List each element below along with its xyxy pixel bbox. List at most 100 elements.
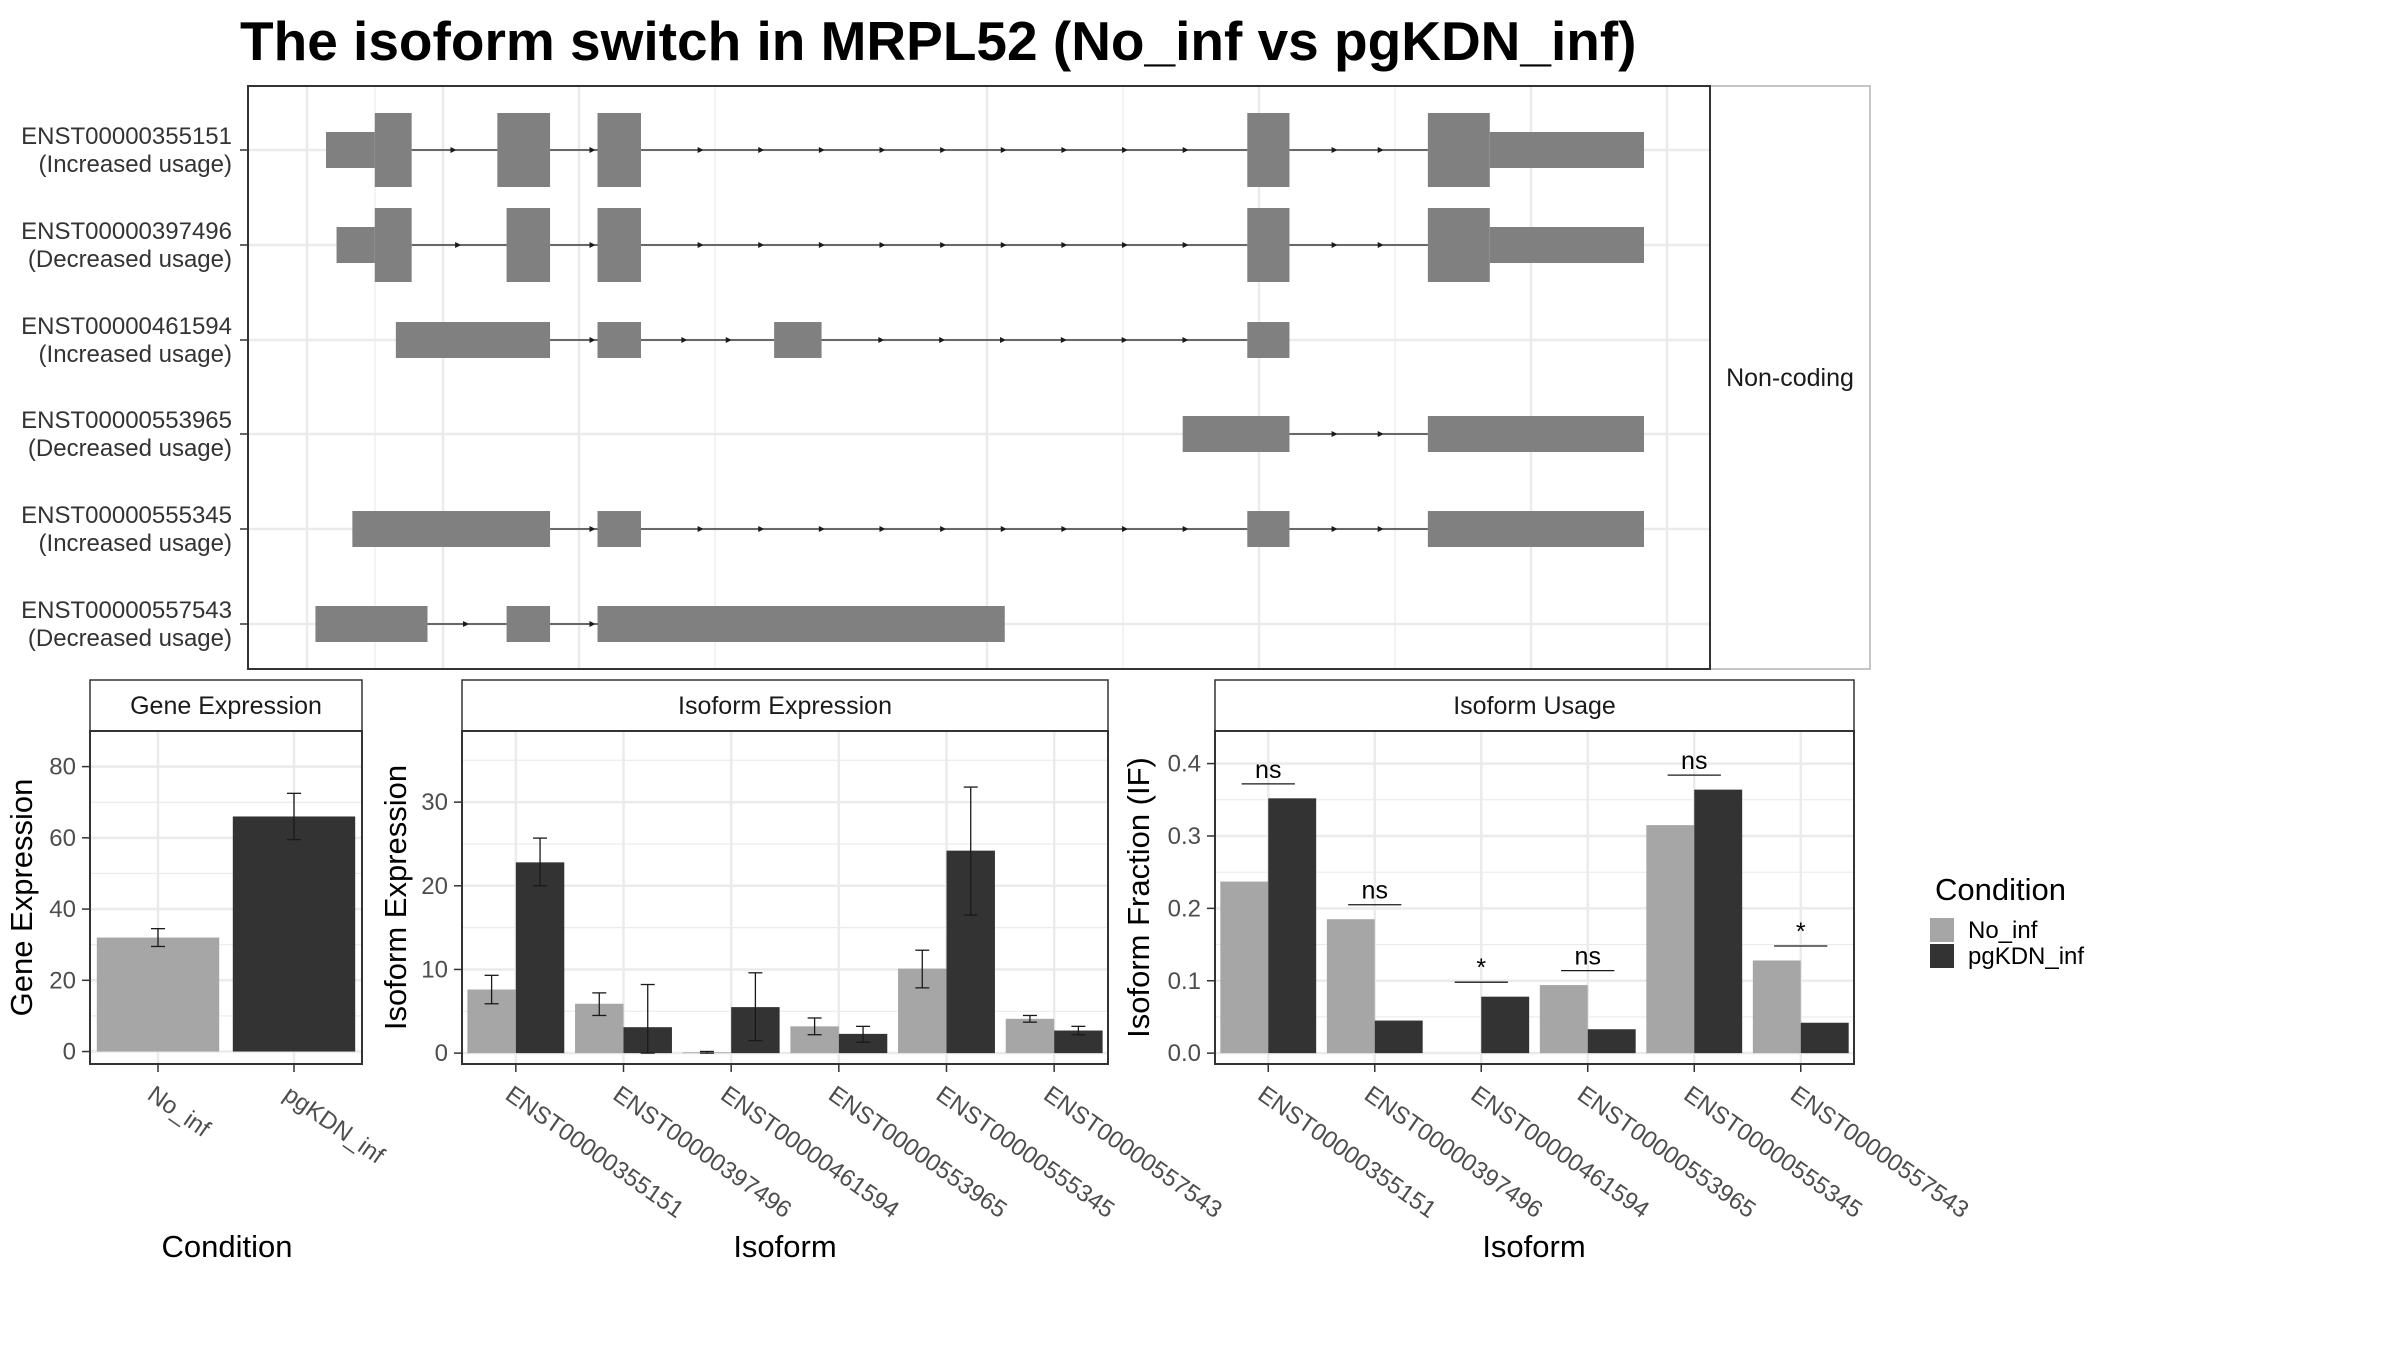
- structure-plot-area: [248, 86, 1710, 669]
- exon-coding: [1427, 208, 1490, 282]
- isoform-id-label: ENST00000397496: [21, 218, 232, 245]
- exon-utr: [597, 606, 1005, 642]
- intron-arrow: [1377, 242, 1384, 248]
- significance-label: ns: [1575, 943, 1601, 971]
- intron-arrow: [818, 526, 825, 532]
- intron-arrow: [463, 621, 470, 627]
- legend-title: Condition: [1935, 872, 2066, 907]
- intron-arrow: [1377, 431, 1384, 437]
- significance-label: ns: [1362, 877, 1388, 905]
- intron-arrow: [1121, 337, 1128, 343]
- exon-coding: [597, 113, 642, 187]
- intron-arrow: [1000, 526, 1007, 532]
- x-tick-label: ENST00000461594: [716, 1081, 904, 1224]
- intron-arrow: [1331, 242, 1338, 248]
- exon-coding: [374, 208, 412, 282]
- exon-utr: [1247, 322, 1290, 358]
- intron-arrow: [697, 147, 704, 153]
- y-tick-label: 0.4: [1168, 751, 1201, 778]
- bar: [232, 816, 356, 1052]
- intron-arrow: [1000, 337, 1007, 343]
- bar: [1220, 881, 1269, 1054]
- bar: [1268, 798, 1317, 1054]
- intron-arrow: [1182, 242, 1189, 248]
- isoform-usage-label: (Increased usage): [39, 530, 232, 557]
- significance-label: ns: [1681, 747, 1707, 775]
- isoform-id-label: ENST00000557543: [21, 597, 232, 624]
- panel-strip: [461, 679, 1109, 732]
- bar: [1646, 825, 1695, 1054]
- intron-arrow: [697, 242, 704, 248]
- intron-arrow: [879, 242, 886, 248]
- plot-area: [1215, 731, 1854, 1064]
- bar: [1005, 1018, 1055, 1054]
- panel-title: Isoform Usage: [1453, 692, 1616, 720]
- x-tick-label: ENST00000355151: [500, 1081, 688, 1224]
- exon-coding: [506, 208, 551, 282]
- structure-strip: [1709, 85, 1871, 670]
- bar: [1587, 1029, 1636, 1054]
- intron-arrow: [818, 242, 825, 248]
- y-tick-label: 40: [49, 896, 76, 923]
- intron-arrow: [725, 337, 732, 343]
- exon-utr: [597, 511, 642, 547]
- intron-arrow: [697, 526, 704, 532]
- intron-arrow: [1061, 147, 1068, 153]
- bar: [1800, 1022, 1849, 1054]
- isoform-id-label: ENST00000461594: [21, 313, 232, 340]
- bar: [1752, 960, 1801, 1054]
- structure-strip-label: Non-coding: [1726, 364, 1854, 392]
- bar: [1694, 789, 1743, 1054]
- plot-area: [462, 731, 1108, 1064]
- x-tick-label: ENST00000355151: [1253, 1081, 1441, 1224]
- y-axis-title: Isoform Fraction (IF): [1121, 757, 1156, 1038]
- x-tick-label: ENST00000555345: [1679, 1081, 1867, 1224]
- panel-border: [461, 730, 1109, 1065]
- isoform-id-label: ENST00000553965: [21, 407, 232, 434]
- intron-arrow: [879, 526, 886, 532]
- exon-utr: [1489, 132, 1644, 168]
- intron-arrow: [681, 337, 688, 343]
- intron-arrow: [589, 242, 596, 248]
- intron-arrow: [1061, 242, 1068, 248]
- bar: [1326, 919, 1375, 1054]
- isoform-usage-panel: Isoform Usage 0.0 0.1 0.2 0.3 0.4 ns ENST000003…: [1121, 679, 1974, 1264]
- bar: [838, 1033, 888, 1054]
- panel-title: Isoform Expression: [678, 692, 892, 720]
- intron-arrow: [940, 242, 947, 248]
- legend-swatch: [1930, 944, 1954, 968]
- exon-utr: [597, 322, 642, 358]
- gene-expression-panel: Gene Expression 0 20 40 60 80 No_inf pgKDN_inf G…: [4, 679, 389, 1264]
- y-tick-label: 20: [49, 967, 76, 994]
- legend-swatch: [1930, 918, 1954, 942]
- bar: [1539, 985, 1588, 1054]
- intron-arrow: [1182, 337, 1189, 343]
- x-tick-label: ENST00000397496: [1359, 1081, 1547, 1224]
- legend-label: No_inf: [1968, 917, 2038, 944]
- y-tick-label: 10: [421, 956, 448, 983]
- significance-label: ns: [1255, 756, 1281, 784]
- x-axis-title: Isoform: [733, 1229, 836, 1264]
- bar: [1481, 996, 1530, 1054]
- x-axis-title: Isoform: [1482, 1229, 1585, 1264]
- exon-utr: [506, 606, 551, 642]
- y-tick-label: 0.3: [1168, 823, 1201, 850]
- intron-arrow: [1000, 242, 1007, 248]
- exon-utr: [336, 227, 375, 263]
- y-tick-label: 0: [63, 1039, 76, 1066]
- isoform-usage-label: (Decreased usage): [28, 625, 232, 652]
- exon-utr: [1247, 511, 1290, 547]
- x-axis-title: Condition: [162, 1229, 293, 1264]
- legend-label: pgKDN_inf: [1968, 943, 2084, 970]
- panel-border: [1214, 730, 1855, 1065]
- x-tick-label: ENST00000555345: [931, 1081, 1119, 1224]
- intron-arrow: [940, 526, 947, 532]
- isoform-expression-panel: Isoform Expression 0 10 20 30 ENST00000355151…: [378, 679, 1227, 1264]
- bar: [1054, 1030, 1103, 1054]
- intron-arrow: [758, 147, 765, 153]
- isoform-usage-label: (Decreased usage): [28, 246, 232, 273]
- isoform-id-label: ENST00000555345: [21, 502, 232, 529]
- bar: [1374, 1020, 1423, 1054]
